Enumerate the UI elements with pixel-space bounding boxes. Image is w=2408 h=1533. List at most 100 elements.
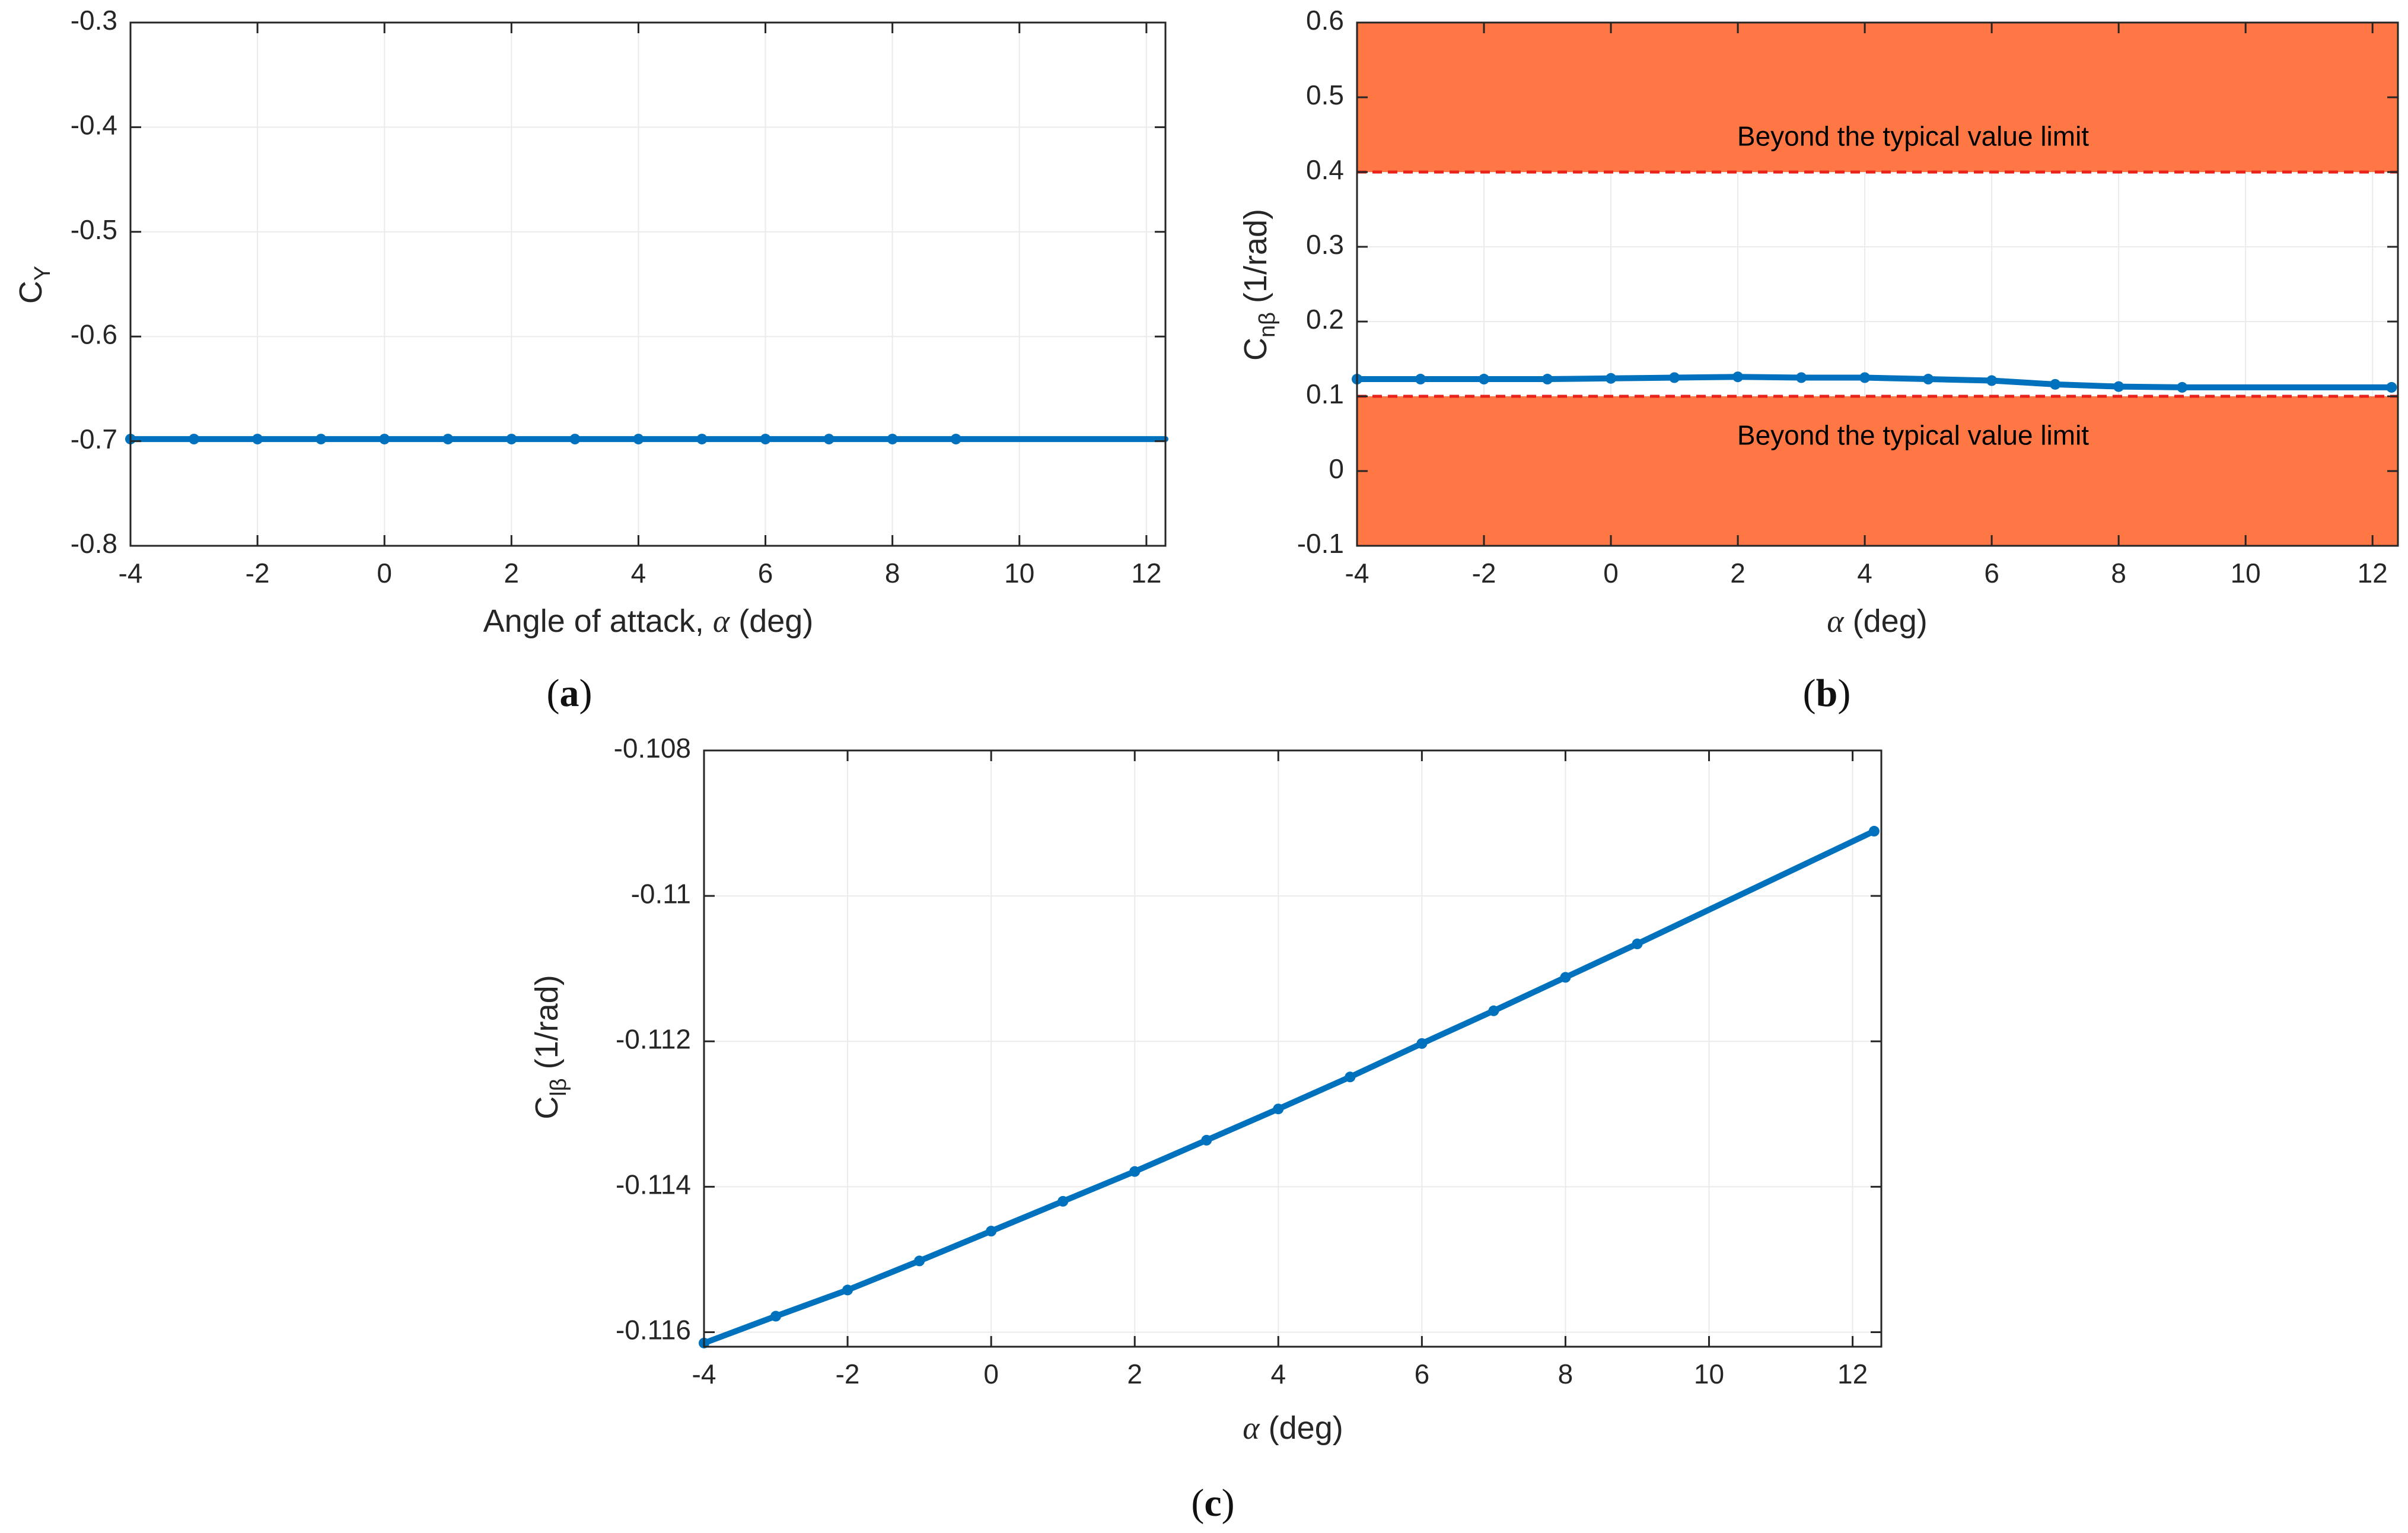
x-tick-label: 8	[2111, 558, 2126, 589]
y-axis-label-subscript: lβ	[546, 1078, 571, 1096]
y-tick-label: 0.4	[1306, 154, 1344, 185]
y-tick-label: 0.2	[1306, 304, 1344, 335]
y-tick-label: -0.5	[71, 214, 117, 245]
x-tick-label: 8	[885, 558, 900, 589]
x-axis-label: α (deg)	[1243, 1410, 1343, 1446]
data-point	[1868, 826, 1880, 837]
data-point	[506, 434, 517, 445]
y-tick-label: 0.5	[1306, 79, 1344, 110]
y-tick-label: -0.4	[71, 110, 117, 141]
x-tick-label: -2	[1472, 558, 1496, 589]
data-point	[1859, 372, 1871, 383]
x-axis-label: Angle of attack, α (deg)	[483, 603, 814, 639]
x-tick-label: 2	[1127, 1359, 1142, 1389]
caption-open-paren: (	[1803, 672, 1816, 715]
data-point	[1345, 1071, 1356, 1083]
y-tick-label: -0.6	[71, 319, 117, 349]
data-point	[760, 434, 771, 445]
y-axis-label-subscript: nβ	[1255, 312, 1280, 338]
data-point	[1632, 939, 1643, 950]
data-point	[986, 1226, 997, 1237]
y-tick-label: 0.6	[1306, 5, 1344, 36]
data-point	[1986, 375, 1998, 386]
x-tick-label: 4	[631, 558, 646, 589]
data-point	[2177, 381, 2188, 393]
data-point	[1058, 1195, 1069, 1207]
caption-close-paren: )	[1222, 1481, 1235, 1525]
x-tick-label: 2	[504, 558, 520, 589]
x-tick-label: 12	[1131, 558, 1161, 589]
x-axis-label: α (deg)	[1827, 603, 1927, 639]
x-axis-label-symbol: α	[1243, 1410, 1260, 1446]
y-axis-label-unit: (1/rad)	[1238, 209, 1273, 312]
x-tick-label: -2	[246, 558, 270, 589]
caption-close-paren: )	[1837, 672, 1850, 715]
y-axis-label: CY	[13, 266, 55, 304]
y-axis-label-main: C	[1238, 338, 1273, 361]
band-label: Beyond the typical value limit	[1737, 419, 2089, 450]
x-axis-label-unit: (deg)	[1844, 603, 1928, 639]
data-point	[1796, 372, 1807, 383]
y-tick-label: 0.3	[1306, 229, 1344, 260]
axes-box	[703, 749, 1883, 1348]
caption-open-paren: (	[547, 672, 560, 715]
caption-letter: a	[560, 672, 579, 715]
y-tick-label: -0.1	[1297, 528, 1344, 559]
panel-caption: (b)	[1803, 672, 1851, 715]
data-point	[252, 434, 263, 445]
data-point	[1606, 373, 1617, 384]
limit-band	[1357, 396, 2398, 546]
y-tick-label: -0.11	[631, 878, 691, 909]
limit-band	[1357, 23, 2398, 172]
data-point	[1129, 1166, 1141, 1177]
x-axis-label-symbol: α	[1827, 603, 1845, 639]
data-point	[2386, 381, 2397, 393]
data-point	[1415, 374, 1426, 385]
y-tick-label: -0.3	[71, 5, 117, 36]
data-point	[379, 434, 390, 445]
data-point	[1923, 374, 1934, 385]
data-point	[696, 434, 708, 445]
y-axis-label-main: C	[13, 281, 49, 304]
x-tick-label: 10	[2231, 558, 2261, 589]
panel-caption: (a)	[547, 672, 593, 715]
data-point	[2113, 381, 2124, 392]
y-tick-label: -0.7	[71, 424, 117, 454]
y-tick-label: 0	[1329, 453, 1344, 484]
caption-letter: b	[1816, 672, 1838, 715]
y-tick-label: -0.112	[616, 1023, 691, 1054]
x-tick-label: 4	[1270, 1359, 1286, 1389]
x-tick-label: 10	[1694, 1359, 1724, 1389]
data-point	[316, 434, 327, 445]
x-tick-label: 12	[1837, 1359, 1868, 1389]
data-point	[633, 434, 644, 445]
axes-box	[129, 21, 1167, 547]
x-tick-label: 6	[1984, 558, 1999, 589]
x-tick-label: -4	[1345, 558, 1369, 589]
y-tick-label: -0.108	[614, 733, 691, 764]
panel-caption: (c)	[1191, 1481, 1234, 1525]
x-tick-label: 10	[1004, 558, 1034, 589]
data-point	[914, 1255, 925, 1267]
data-point	[1416, 1038, 1428, 1049]
y-tick-label: -0.116	[616, 1315, 691, 1346]
data-point	[189, 434, 200, 445]
x-axis-label-unit: (deg)	[1260, 1410, 1343, 1446]
data-point	[770, 1311, 782, 1322]
y-axis-label-subscript: Y	[30, 266, 55, 281]
band-label: Beyond the typical value limit	[1737, 120, 2089, 151]
y-axis-label-main: C	[529, 1096, 565, 1119]
x-tick-label: 6	[758, 558, 773, 589]
y-tick-label: -0.114	[616, 1169, 691, 1200]
x-axis-label-text: Angle of attack,	[483, 603, 713, 639]
x-tick-label: 0	[983, 1359, 999, 1389]
x-axis-label-unit: (deg)	[730, 603, 813, 639]
x-tick-label: -4	[692, 1359, 716, 1389]
data-point	[1479, 374, 1490, 385]
x-tick-label: 0	[377, 558, 392, 589]
grid-lines	[703, 750, 1881, 1347]
x-tick-label: 6	[1415, 1359, 1430, 1389]
y-axis-label: Cnβ (1/rad)	[1238, 209, 1280, 361]
axes-box	[1356, 21, 2399, 547]
